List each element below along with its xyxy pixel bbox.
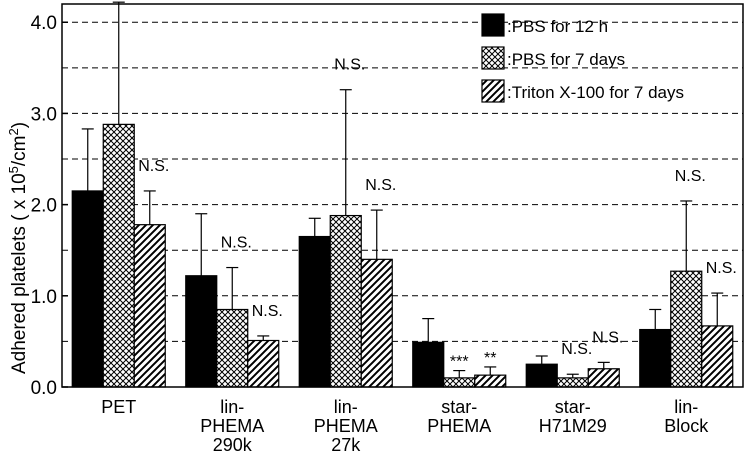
- y-tick-label: 4.0: [31, 13, 57, 34]
- category-label: PET: [101, 397, 136, 417]
- bar: [701, 325, 734, 388]
- legend-label: :PBS for 12 h: [507, 17, 608, 36]
- bar: [133, 224, 166, 388]
- significance-label: N.S.: [221, 235, 252, 252]
- bar: [185, 275, 218, 388]
- y-tick-label: 2.0: [31, 196, 57, 217]
- bar: [216, 308, 249, 388]
- y-tick-label: 0.0: [31, 378, 57, 399]
- bar: [329, 214, 362, 388]
- legend-label: :PBS for 7 days: [507, 50, 625, 69]
- category-label: star-H71M29: [539, 397, 607, 436]
- bar: [525, 363, 558, 388]
- bar: [474, 374, 507, 388]
- category-label: lin-PHEMA 290k: [200, 397, 264, 455]
- category-label: star-PHEMA: [427, 397, 491, 436]
- legend: :PBS for 12 h :PBS for 7 days :Triton X-10…: [481, 13, 684, 103]
- legend-swatch: [481, 46, 505, 70]
- significance-label: N.S.: [138, 158, 169, 175]
- legend-swatch: [481, 13, 505, 37]
- category-label: lin-Block: [664, 397, 709, 436]
- significance-label: ***: [450, 354, 469, 371]
- significance-label: N.S.: [675, 168, 706, 185]
- y-tick-label: 3.0: [31, 104, 57, 125]
- significance-label: N.S.: [252, 303, 283, 320]
- y-tick-label: 1.0: [31, 287, 57, 308]
- category-label: lin-PHEMA 27k: [314, 397, 378, 455]
- bar: [639, 328, 672, 388]
- bar: [71, 190, 104, 388]
- bars: N.S.N.S.N.S.N.S.N.S.N.S.*****N.S.N.S.N.S…: [71, 1, 737, 388]
- bar: [298, 235, 331, 388]
- bar: [360, 258, 393, 388]
- bar: [102, 123, 135, 388]
- axes: 0.0 1.0 2.0 3.0 4.0 PET lin-PHEMA 290k lin-PHEMA…: [31, 3, 744, 455]
- significance-label: **: [484, 350, 496, 367]
- bar: [670, 270, 703, 388]
- legend-label: :Triton X-100 for 7 days: [507, 83, 684, 102]
- significance-label: N.S.: [592, 329, 623, 346]
- significance-label: N.S.: [334, 57, 365, 74]
- legend-swatch: [481, 79, 505, 103]
- grid-lines: [62, 21, 743, 342]
- significance-label: N.S.: [706, 260, 737, 277]
- bar: [247, 339, 280, 388]
- significance-label: N.S.: [365, 177, 396, 194]
- bar: [587, 368, 620, 388]
- bar: [556, 377, 589, 388]
- bar: [412, 341, 445, 388]
- y-axis-title: Adhered platelets ( x 105/cm2): [6, 122, 31, 374]
- plot-frame: [61, 3, 744, 388]
- significance-label: N.S.: [561, 341, 592, 358]
- bar: [443, 377, 476, 388]
